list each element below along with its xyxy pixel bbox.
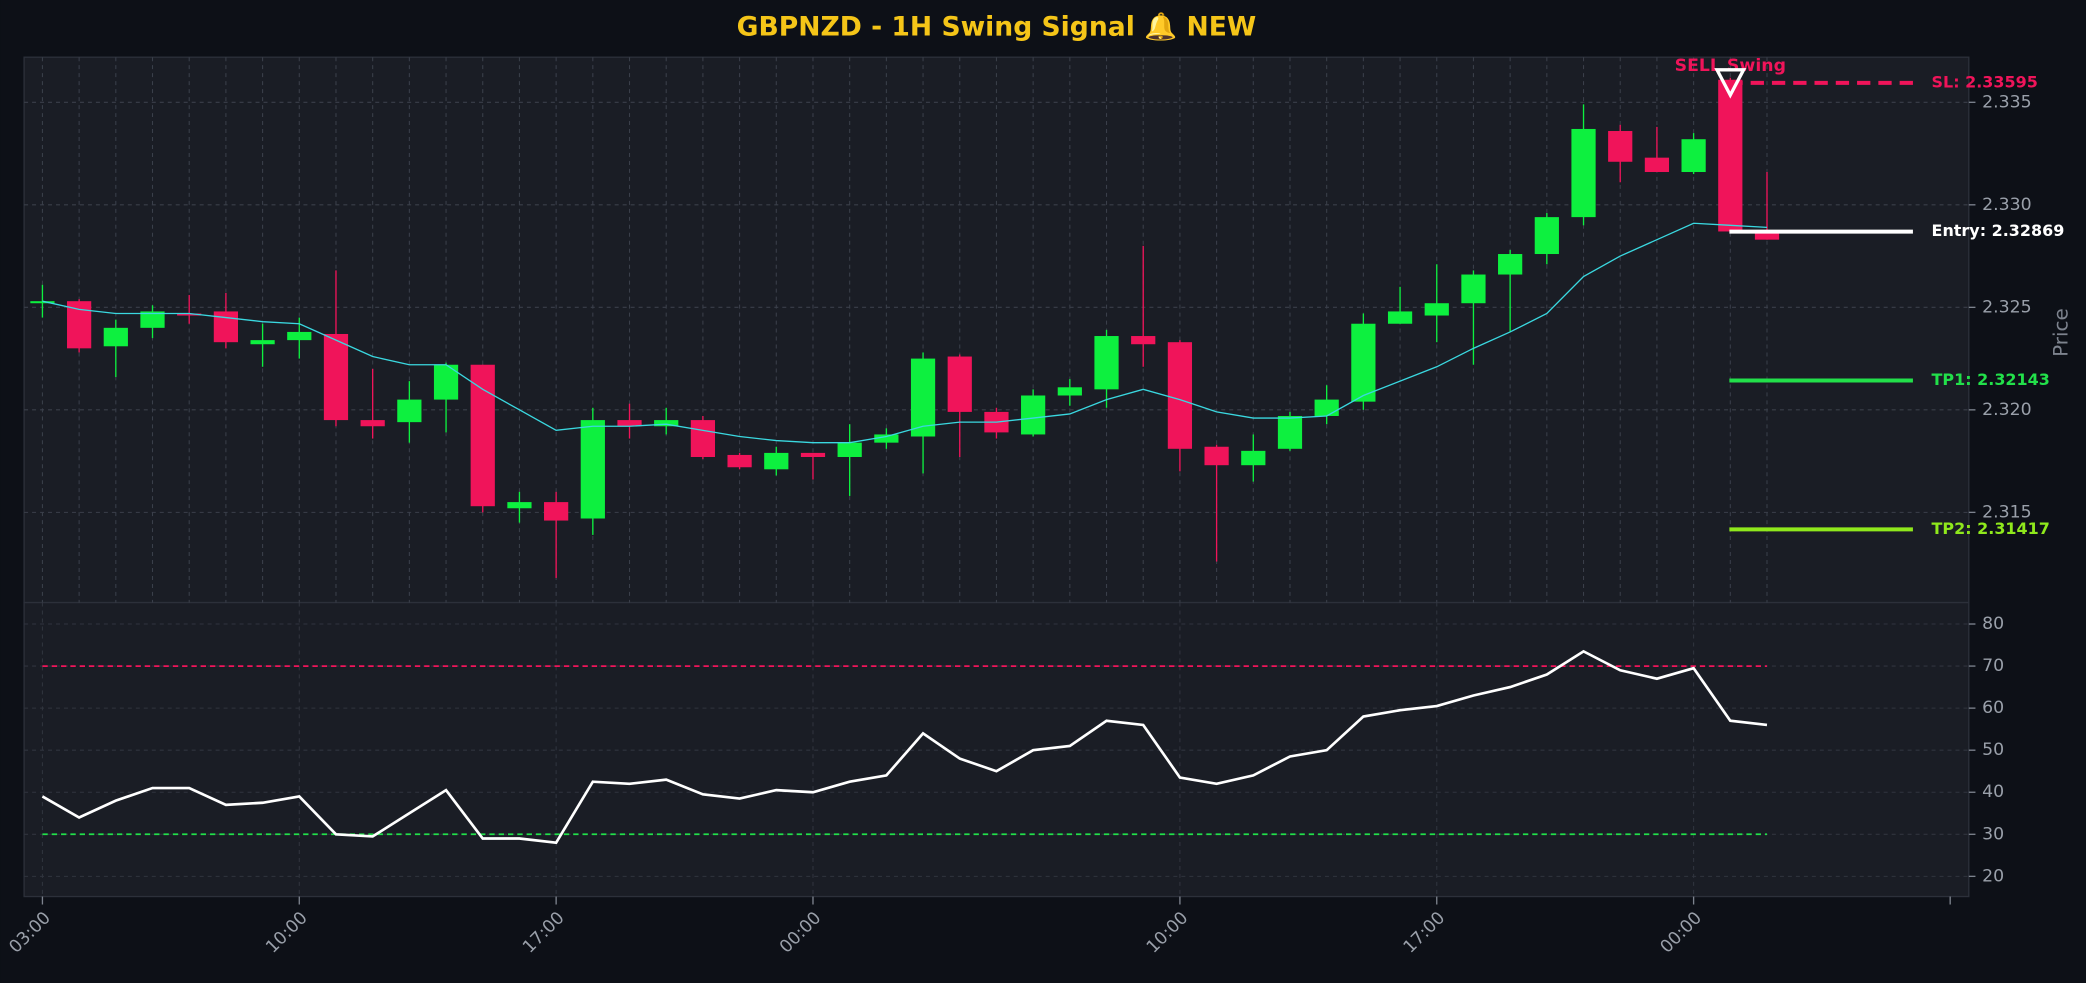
level-label: SL: 2.33595 [1932,72,2038,91]
y-tick-label: 2.325 [1982,297,2031,317]
candle-body [874,434,899,443]
y-tick-label: 40 [1982,782,2004,802]
candle-body [1387,311,1413,324]
y-tick-label: 2.335 [1982,92,2031,112]
candle-body [800,452,826,458]
candle-body [67,301,92,349]
level-label: Entry: 2.32869 [1932,221,2065,240]
candle-body [140,311,165,328]
candle-body [1608,131,1633,162]
signal-marker [1714,68,1747,99]
candle-body [1167,342,1193,449]
candle-body [654,420,679,427]
candle-body [103,327,128,347]
level-label: TP1: 2.32143 [1932,370,2050,389]
y-axis-label: Price [2048,308,2072,357]
moving-average [42,222,1768,444]
candle-body [1461,274,1486,304]
candle-body [250,340,275,345]
candle-body [1754,231,1780,240]
candle-body [287,331,312,341]
candle-body [177,313,202,316]
candle-body [1424,303,1449,316]
candle-body [1681,139,1706,173]
candle-body [30,301,55,304]
candle-body [1131,336,1156,345]
candle-body [580,420,605,519]
y-tick-label: 50 [1982,740,2004,760]
candle-body [544,502,569,521]
level-label: TP2: 2.31417 [1932,519,2050,538]
candle-body [360,420,385,427]
candle-body [1351,323,1376,402]
y-tick-label: 20 [1982,866,2004,886]
y-tick-label: 2.320 [1982,400,2031,420]
candle-body [507,502,532,509]
candle-body [1021,395,1046,435]
candle-body [1241,450,1266,466]
candle-body [1204,446,1229,466]
candle-body [323,333,349,421]
candle-body [1644,157,1670,173]
candle-body [837,442,862,458]
candle-body [1718,79,1743,232]
candle-body [470,364,495,507]
chart-title: GBPNZD - 1H Swing Signal 🔔 NEW [737,11,1257,42]
candle-body [1498,254,1523,275]
candle-body [764,452,789,470]
y-tick-label: 2.315 [1982,502,2031,522]
candle-body [1314,399,1339,416]
signal-label: SELL Swing [1675,56,1786,76]
rsi-line [41,649,1768,845]
candle-body [1277,415,1303,449]
y-tick-label: 2.330 [1982,195,2031,215]
candle-body [727,454,752,468]
candle-body [947,356,972,412]
y-tick-label: 80 [1982,614,2004,634]
candle-body [617,420,642,427]
candle-body [1057,387,1082,396]
y-tick-label: 70 [1982,656,2004,676]
candle-body [1094,336,1119,390]
candle-body [397,399,422,423]
candle-body [1534,217,1559,255]
y-tick-label: 60 [1982,698,2004,718]
candle-body [910,358,936,437]
y-tick-label: 30 [1982,824,2004,844]
rsi-panel [23,601,1970,898]
candle-body [1571,128,1596,218]
candle-body [690,420,716,458]
